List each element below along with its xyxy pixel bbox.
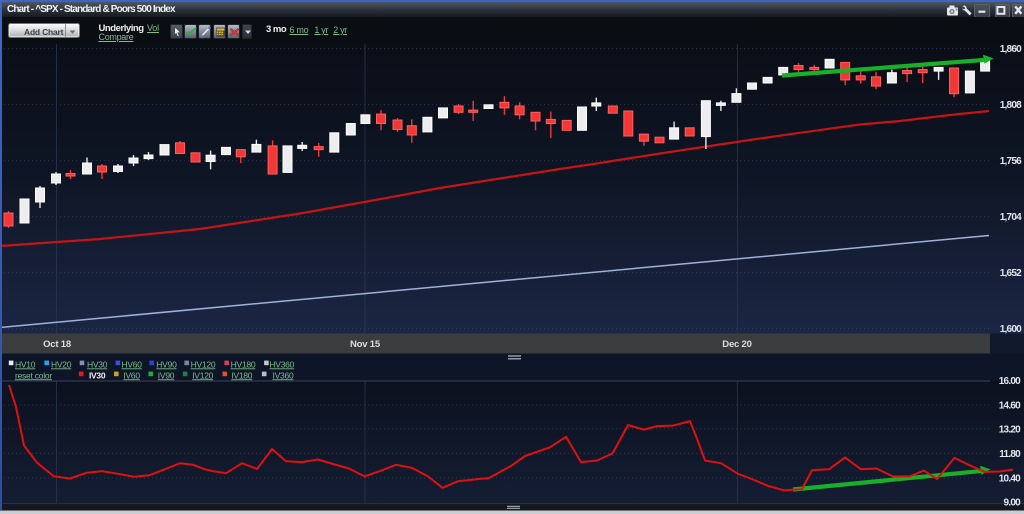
svg-text:10.40: 10.40: [999, 474, 1021, 485]
svg-text:Nov 15: Nov 15: [350, 339, 381, 350]
svg-text:1,652: 1,652: [1000, 268, 1022, 279]
svg-text:HV10: HV10: [15, 359, 36, 369]
svg-text:IV60: IV60: [123, 370, 140, 380]
svg-text:HV90: HV90: [156, 359, 177, 369]
svg-text:1,600: 1,600: [1000, 324, 1022, 335]
svg-text:HV20: HV20: [51, 359, 72, 369]
svg-text:HV30: HV30: [87, 359, 108, 369]
svg-text:reset color: reset color: [15, 370, 52, 380]
svg-text:1,808: 1,808: [1000, 100, 1022, 111]
svg-text:IV180: IV180: [231, 370, 252, 380]
svg-text:HV180: HV180: [231, 359, 256, 369]
svg-text:1,860: 1,860: [1000, 44, 1022, 55]
svg-text:1,756: 1,756: [1000, 156, 1022, 167]
svg-text:IV120: IV120: [192, 370, 213, 380]
svg-text:IV30: IV30: [89, 370, 106, 380]
svg-text:14.60: 14.60: [999, 401, 1021, 412]
svg-text:IV90: IV90: [158, 370, 175, 380]
svg-text:Oct 18: Oct 18: [43, 339, 71, 350]
svg-text:9.00: 9.00: [1004, 498, 1022, 509]
svg-text:Dec 20: Dec 20: [722, 339, 751, 350]
svg-text:16.00: 16.00: [999, 376, 1021, 387]
svg-text:HV360: HV360: [269, 359, 294, 369]
svg-text:11.80: 11.80: [999, 449, 1021, 460]
svg-text:1,704: 1,704: [1000, 212, 1022, 223]
svg-text:HV120: HV120: [191, 359, 216, 369]
svg-text:13.20: 13.20: [999, 424, 1021, 435]
svg-text:HV60: HV60: [122, 359, 143, 369]
svg-text:IV360: IV360: [273, 370, 294, 380]
